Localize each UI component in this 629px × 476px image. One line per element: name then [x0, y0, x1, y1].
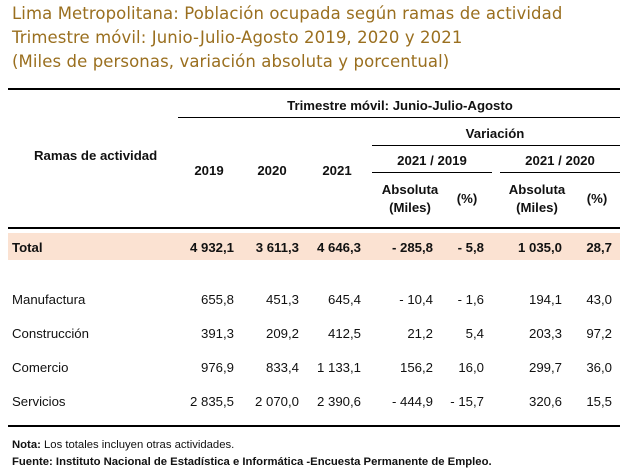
- title-line-2: Trimestre móvil: Junio-Julio-Agosto 2019…: [12, 28, 463, 47]
- total-pct2: 28,7: [586, 240, 612, 255]
- total-pct1: - 5,8: [457, 240, 484, 255]
- row-label: Servicios: [12, 394, 66, 409]
- row-label: Construcción: [12, 326, 89, 341]
- row-label: Manufactura: [12, 292, 86, 307]
- cell-2020: 451,3: [265, 292, 299, 307]
- title-line-3: (Miles de personas, variación absoluta y…: [12, 52, 450, 71]
- total-2019: 4 932,1: [190, 240, 234, 255]
- header-cmp-2021-2020: 2021 / 2020: [525, 153, 595, 168]
- footnote-note: Nota: Los totales incluyen otras activid…: [12, 438, 234, 452]
- cell-2021: 412,5: [327, 326, 361, 341]
- cell-pct1: - 15,7: [450, 394, 484, 409]
- header-abs2-line2: (Miles): [516, 200, 558, 215]
- total-abs2: 1 035,0: [518, 240, 562, 255]
- total-2021: 4 646,3: [317, 240, 361, 255]
- variation-rule: [372, 145, 620, 146]
- cell-abs1: 21,2: [407, 326, 433, 341]
- cell-abs1: - 444,9: [391, 394, 433, 409]
- cell-abs2: 194,1: [528, 292, 562, 307]
- cell-abs2: 299,7: [528, 360, 562, 375]
- header-pct2: (%): [586, 191, 608, 206]
- cell-2019: 2 835,5: [190, 394, 234, 409]
- cell-abs2: 320,6: [528, 394, 562, 409]
- row-label: Comercio: [12, 360, 69, 375]
- header-2020: 2020: [257, 163, 287, 178]
- cell-2021: 645,4: [327, 292, 361, 307]
- total-abs1: - 285,8: [391, 240, 433, 255]
- total-2020: 3 611,3: [255, 240, 299, 255]
- cell-pct2: 97,2: [586, 326, 612, 341]
- header-ramas: Ramas de actividad: [34, 148, 158, 163]
- cell-2019: 655,8: [200, 292, 234, 307]
- cell-pct2: 43,0: [586, 292, 612, 307]
- cmp2-rule: [500, 172, 620, 173]
- cell-abs1: - 10,4: [399, 292, 433, 307]
- header-2021: 2021: [322, 163, 352, 178]
- table-top-rule: [8, 88, 620, 90]
- cell-abs1: 156,2: [399, 360, 433, 375]
- cell-2020: 2 070,0: [255, 394, 299, 409]
- total-label: Total: [12, 240, 43, 255]
- period-rule: [178, 117, 620, 118]
- header-abs1-line2: (Miles): [389, 200, 431, 215]
- cell-pct2: 15,5: [586, 394, 612, 409]
- note-label: Nota:: [12, 439, 41, 451]
- report-title: Lima Metropolitana: Población ocupada se…: [12, 2, 562, 74]
- header-period: Trimestre móvil: Junio-Julio-Agosto: [287, 98, 513, 113]
- footnote-source: Fuente: Instituto Nacional de Estadístic…: [12, 456, 492, 468]
- cell-2019: 976,9: [200, 360, 234, 375]
- cell-2019: 391,3: [200, 326, 234, 341]
- cell-pct1: 5,4: [465, 326, 484, 341]
- cell-2021: 2 390,6: [317, 394, 361, 409]
- note-text: Los totales incluyen otras actividades.: [40, 439, 235, 451]
- table-bottom-rule: [8, 425, 620, 427]
- cell-2021: 1 133,1: [317, 360, 361, 375]
- header-pct1: (%): [456, 191, 478, 206]
- header-bottom-rule: [8, 227, 620, 229]
- cmp1-rule: [372, 172, 492, 173]
- cell-2020: 833,4: [265, 360, 299, 375]
- header-2019: 2019: [194, 163, 224, 178]
- title-line-1: Lima Metropolitana: Población ocupada se…: [12, 4, 563, 23]
- cell-pct1: - 1,6: [457, 292, 484, 307]
- header-variation: Variación: [465, 126, 525, 141]
- total-row-highlight: [8, 233, 620, 260]
- header-abs2-line1: Absoluta: [508, 182, 566, 197]
- cell-pct2: 36,0: [586, 360, 612, 375]
- cell-2020: 209,2: [265, 326, 299, 341]
- cell-abs2: 203,3: [528, 326, 562, 341]
- header-abs1-line1: Absoluta: [381, 182, 439, 197]
- header-cmp-2021-2019: 2021 / 2019: [397, 153, 467, 168]
- cell-pct1: 16,0: [458, 360, 484, 375]
